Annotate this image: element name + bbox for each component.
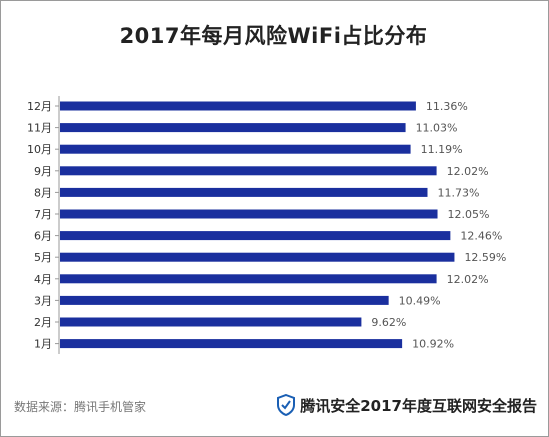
y-tick-label: 2月 (34, 316, 52, 329)
bar (60, 274, 437, 284)
data-source: 数据来源：腾讯手机管家 (14, 400, 147, 414)
bar (60, 209, 438, 219)
y-tick-label: 1月 (34, 338, 52, 351)
data-label: 12.46% (460, 230, 502, 243)
data-label: 12.05% (448, 208, 490, 221)
bar (60, 123, 406, 133)
data-label: 12.59% (464, 251, 506, 264)
bar (60, 187, 428, 197)
y-tick-label: 5月 (34, 251, 52, 264)
bar (60, 295, 389, 305)
y-tick-label: 12月 (27, 100, 52, 113)
bar (60, 144, 411, 154)
data-label: 10.92% (412, 338, 454, 351)
shield-icon (276, 393, 296, 417)
data-label: 11.03% (416, 122, 458, 135)
bar (60, 339, 403, 349)
y-tick-label: 7月 (34, 208, 52, 221)
bar (60, 166, 437, 176)
y-tick-label: 9月 (34, 165, 52, 178)
bar (60, 101, 416, 111)
y-tick-label: 8月 (34, 186, 52, 199)
data-label: 11.36% (426, 100, 468, 113)
bar (60, 317, 362, 327)
bar (60, 231, 451, 241)
data-label: 12.02% (447, 165, 489, 178)
data-label: 9.62% (371, 316, 406, 329)
data-label: 10.49% (399, 294, 441, 307)
data-label: 11.73% (438, 186, 480, 199)
y-tick-label: 10月 (27, 143, 52, 156)
brand-footer: 腾讯安全2017年度互联网安全报告 (276, 393, 537, 417)
brand-text: 腾讯安全2017年度互联网安全报告 (300, 396, 537, 415)
data-label: 11.19% (421, 143, 463, 156)
data-label: 12.02% (447, 273, 489, 286)
y-tick-label: 4月 (34, 273, 52, 286)
y-tick-label: 3月 (34, 294, 52, 307)
bar (60, 252, 455, 262)
y-tick-label: 6月 (34, 230, 52, 243)
chart-title: 2017年每月风险WiFi占比分布 (119, 24, 428, 48)
y-tick-label: 11月 (27, 122, 52, 135)
